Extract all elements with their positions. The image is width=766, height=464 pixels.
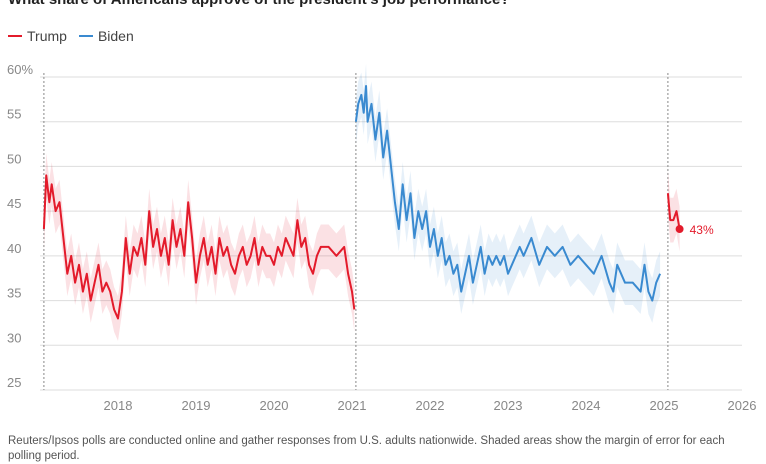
- x-tick-label-2018: 2018: [104, 398, 133, 413]
- y-tick-label-45: 45: [7, 196, 21, 211]
- series-line-biden-1: [354, 84, 662, 302]
- y-tick-label-55: 55: [7, 107, 21, 122]
- x-tick-label-2023: 2023: [494, 398, 523, 413]
- y-tick-label-50: 50: [7, 151, 21, 166]
- chart-title: What share of Americans approve of the p…: [8, 0, 510, 8]
- x-tick-label-2022: 2022: [416, 398, 445, 413]
- legend-item-biden: Biden: [78, 28, 134, 44]
- x-tick-label-2025: 2025: [650, 398, 679, 413]
- legend-label-trump: Trump: [27, 28, 67, 44]
- y-tick-label-30: 30: [7, 330, 21, 345]
- legend: Trump Biden: [8, 28, 134, 44]
- legend-item-trump: Trump: [8, 28, 67, 44]
- y-tick-label-35: 35: [7, 286, 21, 301]
- y-tick-label-40: 40: [7, 241, 21, 256]
- x-tick-label-2019: 2019: [182, 398, 211, 413]
- y-tick-label-60: 60%: [7, 62, 33, 77]
- approval-chart: 25 30 35 40 45 50 55 60% 2018 2019 2020 2021 2022 202…: [7, 62, 757, 413]
- footnote: Reuters/Ipsos polls are conducted online…: [8, 435, 725, 462]
- y-tick-label-25: 25: [7, 375, 21, 390]
- series-line-trump-2: [666, 193, 681, 230]
- legend-swatch-trump: [8, 35, 22, 37]
- legend-label-biden: Biden: [97, 28, 134, 44]
- x-tick-label-2026: 2026: [728, 398, 757, 413]
- x-tick-label-2020: 2020: [260, 398, 289, 413]
- x-tick-label-2024: 2024: [572, 398, 601, 413]
- legend-swatch-biden: [78, 35, 93, 37]
- latest-point-trump: [675, 225, 684, 234]
- margin-band-trump-1: [43, 153, 355, 341]
- annotation-label-trump: 43%: [690, 223, 714, 237]
- series-line-trump-1: [42, 174, 356, 320]
- x-tick-label-2021: 2021: [338, 398, 367, 413]
- margin-band-biden-1: [355, 63, 661, 323]
